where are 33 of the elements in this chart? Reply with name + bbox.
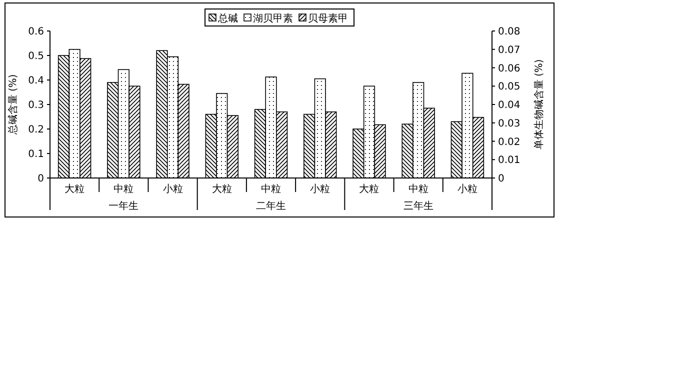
y2-tick-label: 0.03 — [498, 118, 520, 130]
y-tick-label: 0.2 — [28, 124, 44, 136]
x-tick-label: 中粒 — [261, 183, 281, 195]
y2-axis-title: 单体生物碱含量 (%) — [533, 59, 545, 150]
legend-label: 总碱 — [217, 12, 238, 24]
y-tick-label: 0.6 — [28, 26, 44, 38]
y2-tick-label: 0 — [498, 174, 504, 184]
y-tick-label: 0.4 — [28, 76, 44, 86]
text: 二年生 — [256, 200, 286, 212]
y2-tick-label: 0.07 — [498, 44, 520, 56]
x-tick-label: 大粒 — [64, 183, 85, 195]
legend-label: 贝母素甲 — [308, 12, 348, 24]
x-tick-label: 中粒 — [114, 183, 134, 195]
y2-tick-label: 0.04 — [498, 100, 520, 111]
x-tick-label: 大粒 — [212, 183, 232, 195]
x-tick-label: 小粒 — [310, 183, 330, 195]
y-tick-label: 0.3 — [28, 100, 44, 111]
y2-tick-label: 0.02 — [498, 136, 520, 148]
x-tick-label: 小粒 — [162, 183, 183, 195]
y2-tick-label: 0.05 — [498, 82, 520, 93]
x-tick-label: 小粒 — [457, 183, 478, 195]
y2-tick-label: 0.08 — [498, 26, 520, 38]
x-tick-label: 大粒 — [359, 183, 380, 195]
x-tick-label: 中粒 — [408, 183, 428, 195]
y-tick-label: 0.5 — [28, 51, 44, 62]
y2-tick-label: 0.01 — [498, 155, 520, 166]
y-tick-label: 0.1 — [28, 149, 44, 160]
text: 三年生 — [403, 200, 434, 212]
legend-label: 湖贝甲素 — [253, 12, 293, 24]
text: 一年生 — [108, 200, 139, 212]
y-axis-title: 总碱含量 (%) — [7, 74, 19, 136]
y-tick-label: 0 — [38, 174, 44, 184]
y2-tick-label: 0.06 — [498, 63, 520, 74]
